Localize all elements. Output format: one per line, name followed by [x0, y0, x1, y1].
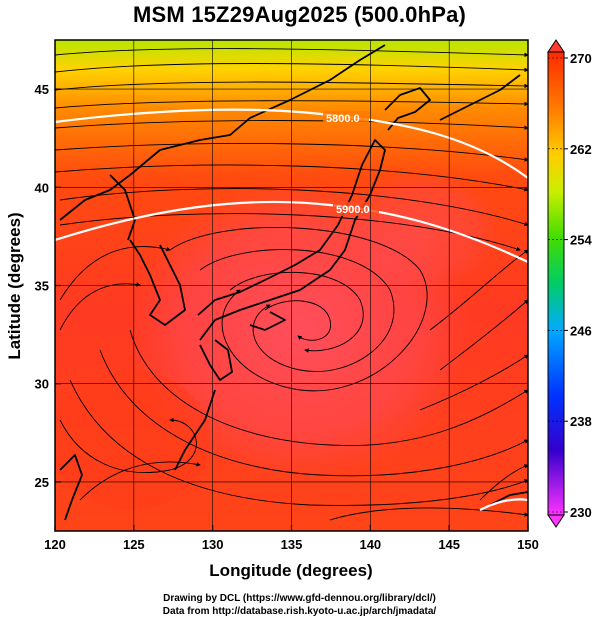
x-tick-label: 125 [123, 537, 145, 552]
y-axis-ticks: 25 30 35 40 45 [35, 82, 61, 490]
colorbar-ticks: 270 262 254 246 238 230 [548, 51, 592, 520]
y-tick-label: 40 [35, 180, 49, 195]
contour-5900 [55, 200, 528, 263]
y-tick-label: 25 [35, 475, 49, 490]
colorbar-bottom-triangle [547, 514, 565, 528]
colorbar-label: 262 [570, 142, 592, 157]
y-axis-label: Latitude (degrees) [5, 212, 24, 359]
colorbar-scale [547, 51, 565, 516]
contour-label-5900: 5900.0 [336, 204, 370, 216]
x-tick-label: 130 [202, 537, 224, 552]
credits: Drawing by DCL (https://www.gfd-dennou.o… [0, 592, 599, 618]
colorbar-label: 230 [570, 505, 592, 520]
x-tick-label: 145 [438, 537, 460, 552]
credit-data: Data from http://database.rish.kyoto-u.a… [162, 606, 437, 617]
coastlines [59, 44, 528, 521]
colorbar: 270 262 254 246 238 230 [547, 39, 592, 528]
colorbar-label: 246 [570, 323, 592, 338]
chart-title: MSM 15Z29Aug2025 (500.0hPa) [132, 2, 467, 27]
x-axis-label: Longitude (degrees) [209, 561, 372, 580]
y-tick-label: 35 [35, 279, 49, 294]
x-axis-ticks: 120 125 130 135 140 145 150 [44, 525, 539, 552]
contour-5900-south [479, 498, 528, 511]
credit-drawing: Drawing by DCL (https://www.gfd-dennou.o… [163, 593, 436, 604]
x-tick-label: 140 [359, 537, 381, 552]
grid-lines [55, 40, 528, 531]
y-tick-label: 30 [35, 377, 49, 392]
contour-label-bg [323, 111, 369, 125]
x-tick-label: 150 [517, 537, 539, 552]
y-tick-label: 45 [35, 82, 49, 97]
contour-label-5800: 5800.0 [326, 113, 360, 125]
colorbar-label: 270 [570, 51, 592, 66]
contour-label-bg [333, 202, 379, 216]
x-tick-label: 120 [44, 537, 66, 552]
colorbar-label: 254 [570, 233, 592, 248]
colorbar-label: 238 [570, 414, 592, 429]
x-tick-label: 135 [281, 537, 303, 552]
colorbar-top-triangle [547, 39, 565, 53]
